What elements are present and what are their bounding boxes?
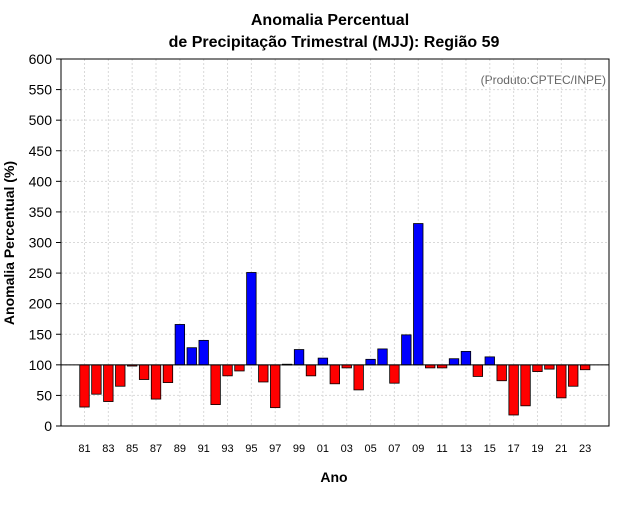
bar [377,348,388,366]
x-tick-label: 93 [221,443,233,455]
x-tick-label: 19 [531,443,543,455]
bar [293,349,305,366]
bar [353,364,364,391]
bar [138,364,150,380]
x-tick-label: 11 [436,443,447,455]
x-tick-label: 83 [102,443,114,455]
bar [186,347,197,366]
bar [305,364,317,377]
bar [520,364,531,407]
bar [556,364,567,399]
bar [484,356,495,366]
y-tick-label: 350 [29,204,53,220]
x-tick-label: 17 [507,443,519,455]
y-tick-label: 450 [29,143,53,159]
bar [508,364,519,416]
bar [91,364,102,395]
x-axis-title: Ano [320,469,347,485]
bar [401,334,412,366]
bar [174,324,186,366]
x-tick-label: 13 [460,443,472,455]
y-tick-label: 0 [44,418,52,434]
x-tick-label: 05 [364,443,376,455]
bar [472,364,484,377]
y-axis-title: Anomalia Percentual (%) [1,161,17,325]
y-tick-label: 300 [29,235,53,251]
y-tick-label: 100 [29,357,53,373]
y-tick-label: 500 [29,112,53,128]
bar [270,364,281,409]
bar [568,364,579,387]
chart-subtitle: de Precipitação Trimestral (MJJ): Região… [169,34,500,51]
y-tick-label: 400 [29,173,53,189]
x-tick-label: 03 [341,443,353,455]
bar [162,364,174,383]
bar [258,364,269,383]
x-tick-label: 87 [150,443,162,455]
y-tick-label: 600 [29,51,53,67]
x-tick-label: 85 [126,443,138,455]
y-tick-label: 50 [36,387,52,403]
chart-title: Anomalia Percentual [251,12,409,29]
bar [460,350,472,366]
y-tick-label: 250 [29,265,53,281]
bars [79,223,591,416]
bar [150,364,162,400]
x-tick-label: 99 [293,443,305,455]
x-tick-label: 89 [174,443,186,455]
x-tick-label: 91 [198,443,210,455]
bar [329,364,340,385]
x-tick-label: 09 [412,443,424,455]
bar [317,357,329,366]
x-tick-label: 07 [388,443,400,455]
bar [448,358,460,366]
x-tick-label: 95 [245,443,257,455]
y-tick-label: 200 [29,296,53,312]
x-tick-label: 21 [555,443,567,455]
bar [234,364,245,372]
bar [246,272,257,366]
bar [389,364,400,384]
credit-label: (Produto:CPTEC/INPE) [481,73,606,87]
x-tick-label: 15 [484,443,496,455]
bar [496,364,507,382]
bar [103,364,114,402]
x-tick-label: 23 [579,443,591,455]
bar [198,339,209,366]
y-tick-label: 150 [29,326,53,342]
bar [79,364,90,408]
bar [210,364,221,405]
bar [544,364,555,370]
x-tick-label: 81 [78,443,90,455]
x-tick-label: 97 [269,443,281,455]
y-tick-label: 550 [29,82,53,98]
bar [579,364,591,371]
bar [532,364,543,372]
x-tick-label: 01 [317,443,329,455]
bar [413,223,424,366]
bar [222,364,233,377]
bar [115,364,126,387]
bar [365,358,376,366]
